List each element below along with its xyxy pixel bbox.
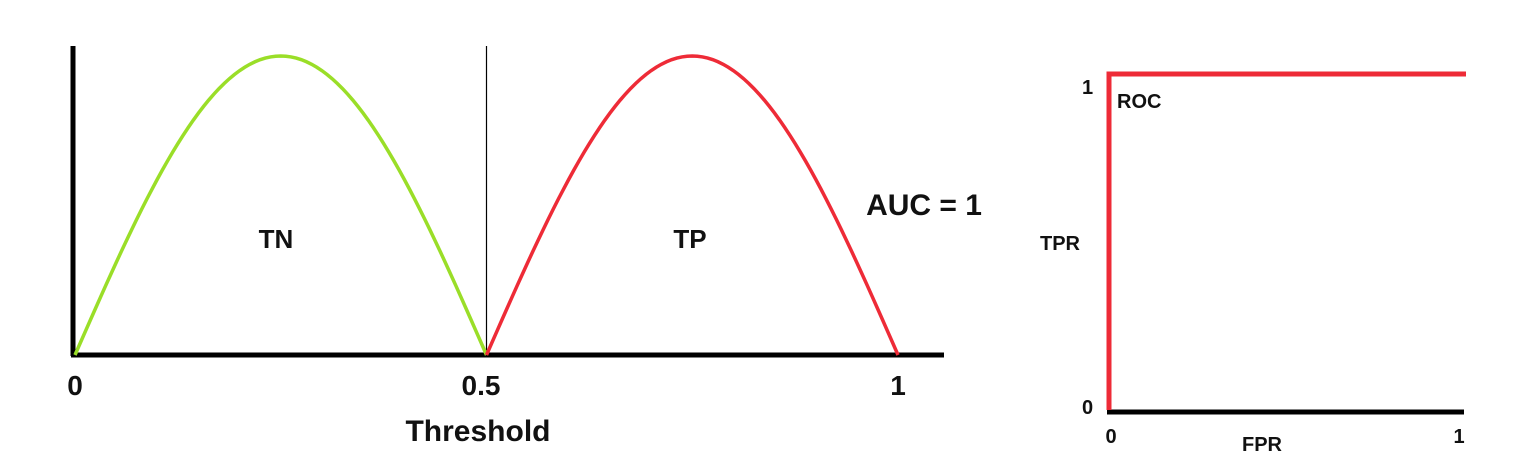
auc-annotation: AUC = 1 (866, 189, 982, 222)
roc-y-tick-1: 1 (1082, 77, 1093, 99)
x-tick-1: 0.5 (462, 370, 501, 401)
roc-x-tick-0: 0 (1105, 426, 1116, 448)
tn-curve (73, 54, 489, 356)
x-tick-2: 1 (890, 370, 906, 401)
roc-x-axis-label: FPR (1242, 434, 1283, 456)
tp-curve (484, 54, 900, 356)
tp-label: TP (673, 224, 706, 254)
tn-label: TN (259, 224, 294, 254)
x-tick-0: 0 (67, 370, 83, 401)
roc-y-axis-label: TPR (1040, 233, 1081, 255)
distribution-plot: 0 0.5 1 Threshold TN TP AUC = 1 (67, 46, 982, 448)
roc-plot: 1 0 0 1 ROC TPR FPR (1040, 71, 1466, 456)
roc-title: ROC (1117, 91, 1161, 113)
roc-curve (1106, 71, 1466, 410)
roc-y-tick-0: 0 (1082, 397, 1093, 419)
roc-x-tick-1: 1 (1453, 426, 1464, 448)
x-axis-label: Threshold (405, 415, 550, 448)
